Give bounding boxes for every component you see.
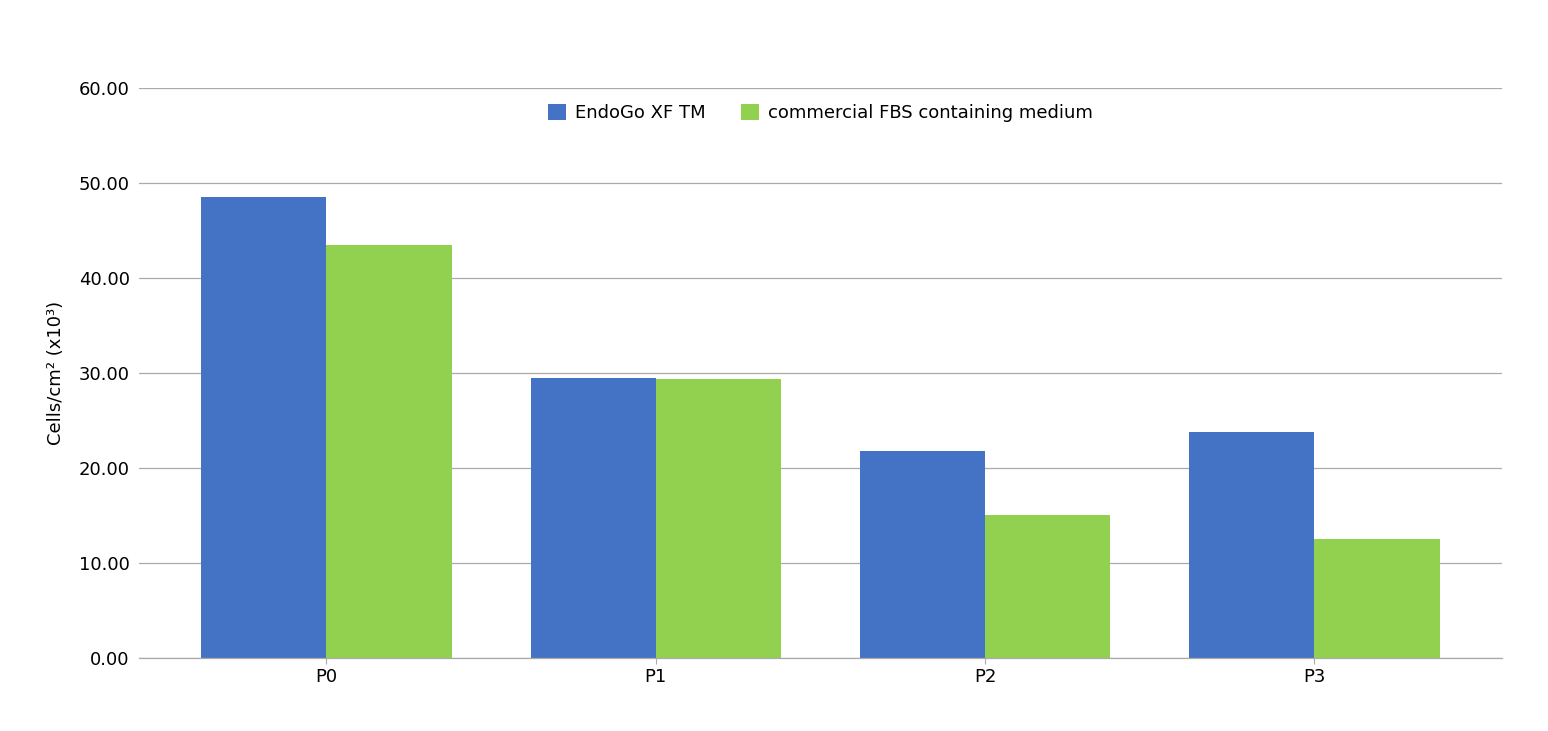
Bar (327, 245, 452, 658)
Bar (861, 451, 985, 658)
Bar (985, 515, 1110, 658)
Bar (1189, 432, 1314, 658)
Y-axis label: Cells/cm² (x10³): Cells/cm² (x10³) (46, 300, 65, 445)
Legend: EndoGo XF TM, commercial FBS containing medium: EndoGo XF TM, commercial FBS containing … (540, 96, 1101, 129)
Bar (656, 379, 780, 658)
Bar (531, 378, 656, 658)
Bar (1314, 539, 1440, 658)
Bar (201, 197, 327, 658)
